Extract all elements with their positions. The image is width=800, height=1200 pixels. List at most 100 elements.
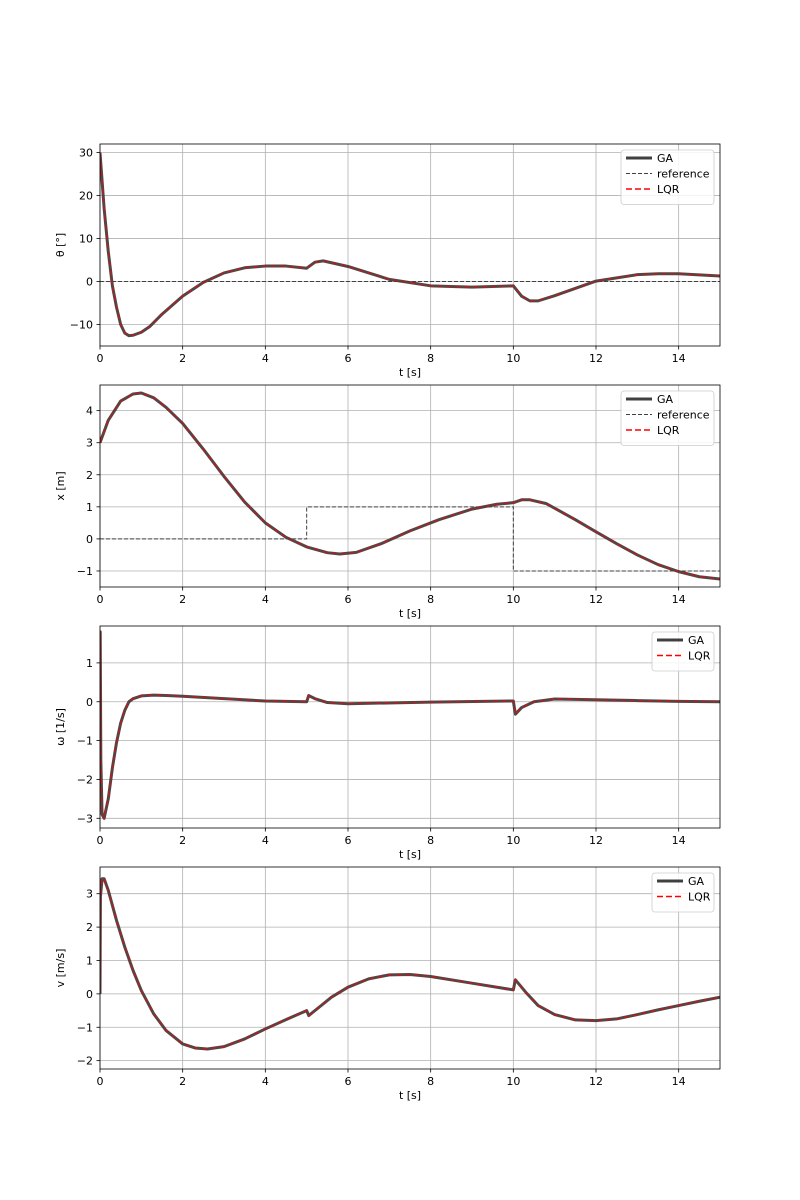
axes-frame bbox=[99, 143, 721, 347]
x-tick-label: 12 bbox=[589, 593, 603, 606]
y-tick-label: 0 bbox=[86, 988, 93, 1001]
x-tick-label: 14 bbox=[672, 834, 686, 847]
x-tick-label: 0 bbox=[97, 593, 104, 606]
subplot-1: 0 2 4 6 8 10 12 14 −10 0 10 20 30 t [s] θ [°] GA referen… bbox=[54, 143, 721, 379]
y-tick-label: 0 bbox=[86, 276, 93, 289]
y-tick-label: 20 bbox=[79, 190, 93, 203]
y-tick-label: −10 bbox=[70, 319, 93, 332]
x-tick-label: 6 bbox=[345, 834, 352, 847]
y-tick-label: 2 bbox=[86, 469, 93, 482]
x-tick-label: 10 bbox=[506, 1075, 520, 1088]
y-tick-label: −1 bbox=[77, 565, 93, 578]
series-group bbox=[100, 630, 720, 821]
y-tick-label: 10 bbox=[79, 233, 93, 246]
x-tick-label: 12 bbox=[589, 834, 603, 847]
legend: GA LQR bbox=[651, 631, 715, 672]
y-tick-label: 3 bbox=[86, 437, 93, 450]
x-tick-label: 8 bbox=[427, 834, 434, 847]
x-tick-label: 6 bbox=[345, 1075, 352, 1088]
x-tick-label: 4 bbox=[262, 593, 269, 606]
x-tick-label: 2 bbox=[179, 834, 186, 847]
legend: GA LQR bbox=[651, 872, 715, 913]
y-tick-label: 2 bbox=[86, 921, 93, 934]
y-tick-label: −1 bbox=[77, 735, 93, 748]
plot-area bbox=[100, 385, 720, 587]
axes-frame bbox=[99, 384, 721, 588]
x-tick-label: 6 bbox=[345, 352, 352, 365]
y-tick-label: −2 bbox=[77, 773, 93, 786]
x-tick-label: 2 bbox=[179, 352, 186, 365]
legend-box bbox=[651, 872, 715, 913]
plot-area bbox=[100, 867, 720, 1069]
y-tick-label: 30 bbox=[79, 147, 93, 160]
legend-label-lqr: LQR bbox=[657, 183, 680, 196]
legend-box bbox=[620, 390, 715, 446]
x-tick-label: 2 bbox=[179, 1075, 186, 1088]
y-tick-label: −3 bbox=[77, 812, 93, 825]
x-tick-label: 10 bbox=[506, 352, 520, 365]
x-tick-label: 0 bbox=[97, 352, 104, 365]
x-axis-label: t [s] bbox=[399, 607, 421, 620]
x-tick-label: 14 bbox=[672, 352, 686, 365]
legend-box bbox=[620, 149, 715, 205]
x-axis-label: t [s] bbox=[399, 1089, 421, 1102]
x-tick-label: 12 bbox=[589, 1075, 603, 1088]
series-reference-line bbox=[100, 506, 720, 572]
legend-label-ga: GA bbox=[688, 875, 705, 888]
legend-label-ga: GA bbox=[688, 634, 705, 647]
y-tick-label: 3 bbox=[86, 888, 93, 901]
x-tick-label: 10 bbox=[506, 593, 520, 606]
series-group bbox=[100, 152, 720, 338]
x-tick-label: 10 bbox=[506, 834, 520, 847]
axes-frame bbox=[99, 866, 721, 1070]
x-tick-label: 14 bbox=[672, 593, 686, 606]
axes-frame bbox=[99, 625, 721, 829]
x-tick-label: 4 bbox=[262, 834, 269, 847]
x-tick-label: 4 bbox=[262, 352, 269, 365]
y-tick-label: −2 bbox=[77, 1055, 93, 1068]
series-group bbox=[100, 391, 720, 581]
subplot-3: 0 2 4 6 8 10 12 14 −3 −2 −1 0 1 t [s] ω [1/s] GA LQR bbox=[54, 625, 721, 861]
legend: GA reference LQR bbox=[620, 390, 715, 446]
x-tick-label: 8 bbox=[427, 593, 434, 606]
x-tick-label: 8 bbox=[427, 1075, 434, 1088]
legend-label-lqr: LQR bbox=[657, 424, 680, 437]
legend-box bbox=[651, 631, 715, 672]
y-tick-label: 1 bbox=[86, 954, 93, 967]
x-tick-label: 14 bbox=[672, 1075, 686, 1088]
x-tick-label: 0 bbox=[97, 1075, 104, 1088]
x-tick-label: 2 bbox=[179, 593, 186, 606]
x-tick-label: 12 bbox=[589, 352, 603, 365]
y-tick-label: 0 bbox=[86, 696, 93, 709]
y-axis-label: x [m] bbox=[54, 471, 67, 500]
y-axis-label: v [m/s] bbox=[54, 949, 67, 988]
series-lqr-line bbox=[100, 392, 720, 580]
x-tick-label: 8 bbox=[427, 352, 434, 365]
plot-area bbox=[100, 144, 720, 346]
legend-label-reference: reference bbox=[657, 409, 710, 422]
legend-label-ga: GA bbox=[657, 393, 674, 406]
series-group bbox=[100, 877, 720, 1051]
series-lqr-line bbox=[100, 152, 720, 337]
legend: GA reference LQR bbox=[620, 149, 715, 205]
y-tick-label: 0 bbox=[86, 533, 93, 546]
y-tick-label: −1 bbox=[77, 1021, 93, 1034]
y-tick-label: 1 bbox=[86, 501, 93, 514]
legend-label-ga: GA bbox=[657, 152, 674, 165]
x-tick-label: 0 bbox=[97, 834, 104, 847]
y-axis-label: θ [°] bbox=[54, 233, 67, 257]
legend-label-reference: reference bbox=[657, 168, 710, 181]
x-tick-label: 6 bbox=[345, 593, 352, 606]
series-lqr-line bbox=[100, 631, 720, 821]
y-tick-label: 4 bbox=[86, 405, 93, 418]
y-tick-label: 1 bbox=[86, 657, 93, 670]
legend-label-lqr: LQR bbox=[688, 891, 711, 904]
x-axis-label: t [s] bbox=[399, 366, 421, 379]
x-tick-label: 4 bbox=[262, 1075, 269, 1088]
series-lqr-line bbox=[100, 877, 720, 1050]
legend-label-lqr: LQR bbox=[688, 650, 711, 663]
x-axis-label: t [s] bbox=[399, 848, 421, 861]
